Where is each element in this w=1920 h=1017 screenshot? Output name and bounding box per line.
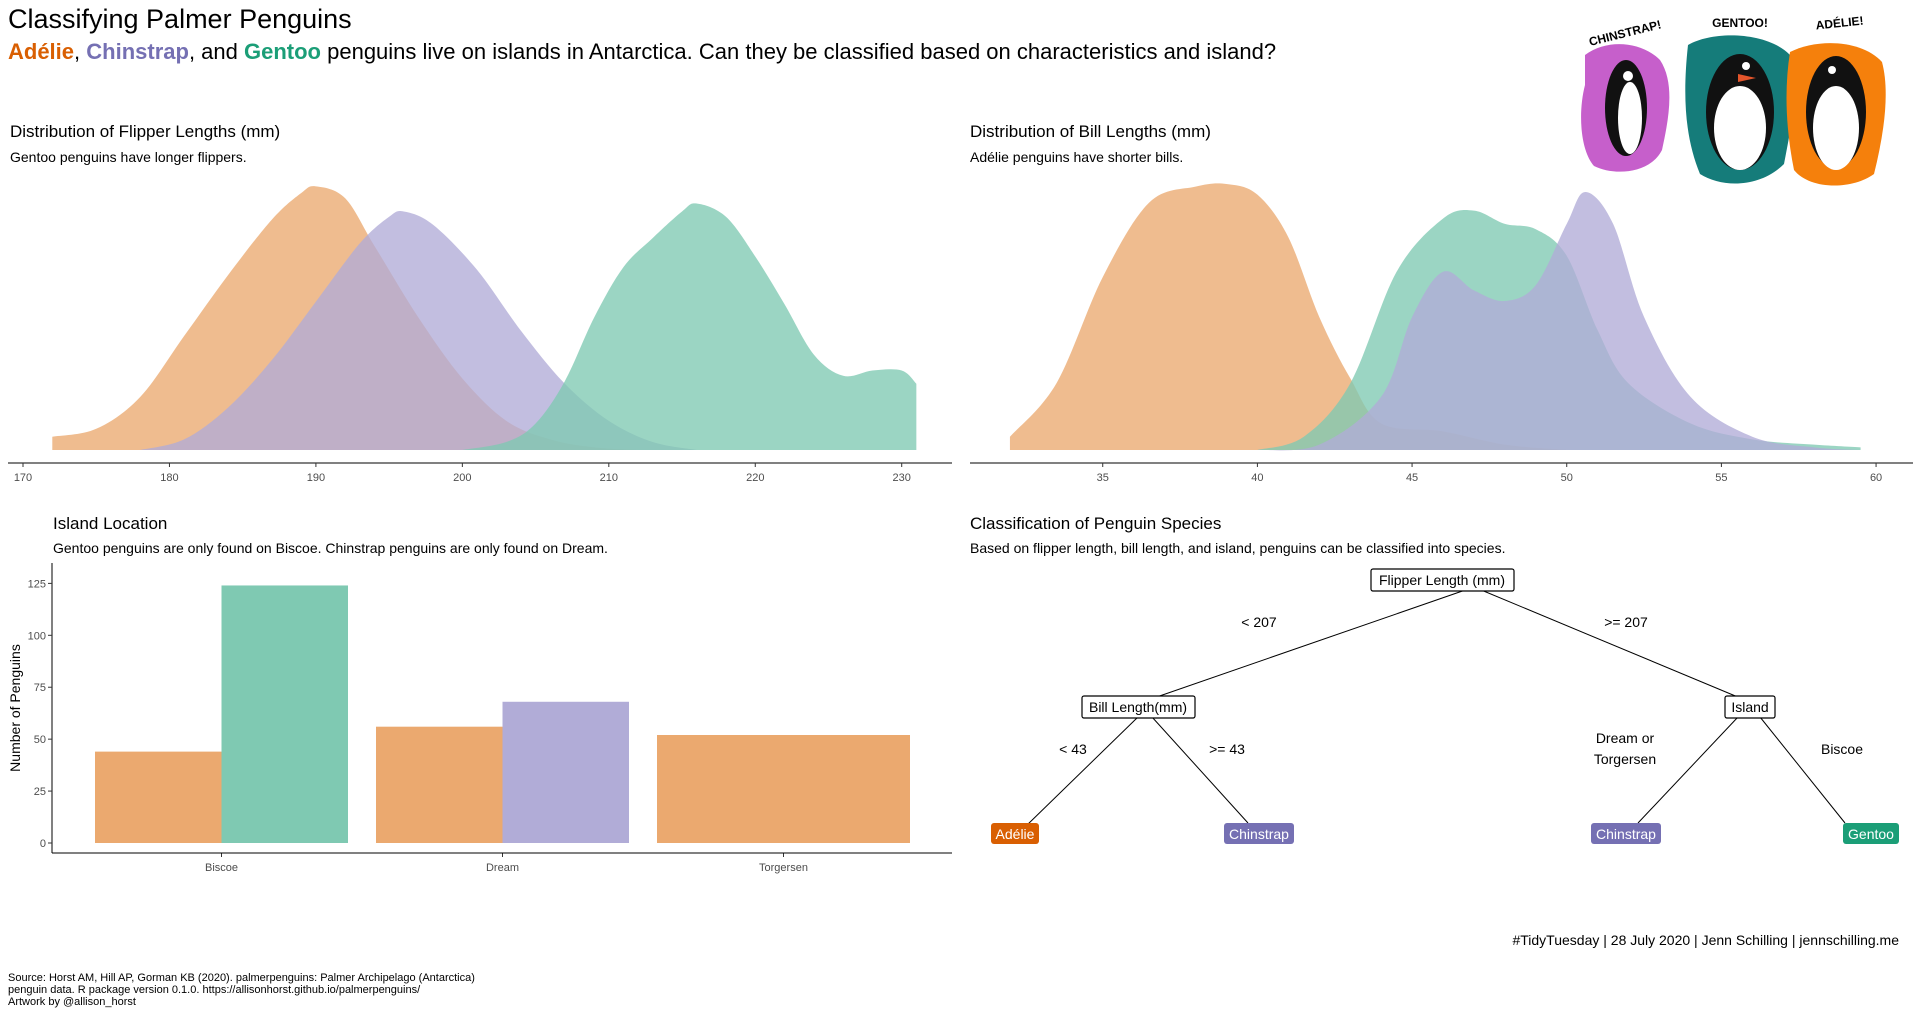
page-title: Classifying Palmer Penguins — [8, 4, 352, 34]
subtitle-adelie: Adélie — [8, 39, 75, 64]
tree-edge-bill-left — [1024, 716, 1139, 828]
chinstrap-illustration: CHINSTRAP! — [1581, 17, 1670, 172]
artwork-label-adelie: ADÉLIE! — [1815, 13, 1864, 33]
tree-root-label: Flipper Length (mm) — [1379, 572, 1505, 588]
bill-x-tick-label: 50 — [1561, 472, 1573, 484]
island-bar-chart: Biscoe Dream Torgersen 0 25 50 75 100 125 Number … — [7, 563, 952, 874]
flipper-density-chinstrap — [140, 211, 697, 450]
island-y-tick-label: 125 — [28, 578, 46, 590]
tree-leaf-adelie-box — [991, 823, 1039, 844]
bill-x-tick-label: 40 — [1251, 472, 1263, 484]
tree-edge-label-dream-or: Dream or — [1596, 730, 1655, 746]
source-line-1: Source: Horst AM, Hill AP, Gorman KB (20… — [8, 972, 475, 984]
tree-leaf-chinstrap-2: Chinstrap — [1596, 826, 1656, 842]
subtitle-gentoo: Gentoo — [244, 39, 321, 64]
tree-edge-label-ge43: >= 43 — [1209, 741, 1245, 757]
flipper-density-gentoo — [462, 203, 917, 450]
bill-density-chart: 35 40 45 50 55 60 — [970, 183, 1913, 484]
island-y-tick-label: 75 — [34, 682, 46, 694]
tree-island-label: Island — [1731, 699, 1768, 715]
bill-chart-title: Distribution of Bill Lengths (mm) — [970, 122, 1211, 141]
flipper-x-tick-label: 190 — [307, 472, 325, 484]
tree-edge-root-left — [1147, 586, 1475, 701]
tree-edge-label-biscoe: Biscoe — [1821, 741, 1863, 757]
tree-leaf-gentoo: Gentoo — [1848, 826, 1894, 842]
tree-leaf-chinstrap-1-box — [1224, 823, 1294, 844]
tree-edge-bill-right — [1151, 716, 1249, 824]
artwork-label-gentoo: GENTOO! — [1712, 16, 1768, 30]
tree-edge-label-lt43: < 43 — [1059, 741, 1087, 757]
credit-line: #TidyTuesday | 28 July 2020 | Jenn Schil… — [1512, 932, 1899, 948]
tree-leaf-adelie: Adélie — [996, 826, 1035, 842]
bill-x-tick-label: 55 — [1715, 472, 1727, 484]
island-x-tick-label: Dream — [486, 862, 519, 874]
tree-edge-label-lt207: < 207 — [1241, 614, 1277, 630]
island-y-axis-label: Number of Penguins — [7, 644, 23, 772]
flipper-chart-subtitle: Gentoo penguins have longer flippers. — [10, 149, 247, 165]
flipper-x-tick-label: 230 — [893, 472, 911, 484]
island-y-tick-label: 100 — [28, 630, 46, 642]
bill-x-tick-label: 45 — [1406, 472, 1418, 484]
island-bar-dream-adelie — [376, 726, 503, 843]
subtitle-sep-2: , and — [188, 39, 244, 64]
flipper-x-tick-label: 210 — [600, 472, 618, 484]
flipper-x-tick-label: 200 — [453, 472, 471, 484]
island-y-tick-label: 0 — [40, 838, 46, 850]
bill-chart-subtitle: Adélie penguins have shorter bills. — [970, 149, 1184, 165]
tree-edge-island-right — [1759, 716, 1846, 824]
tree-title: Classification of Penguin Species — [970, 514, 1222, 533]
flipper-x-tick-label: 220 — [746, 472, 764, 484]
flipper-x-tick-label: 170 — [14, 472, 32, 484]
tree-leaf-gentoo-box — [1843, 823, 1899, 844]
island-chart-title: Island Location — [53, 514, 168, 533]
island-x-tick-label: Biscoe — [205, 862, 238, 874]
penguin-artwork: CHINSTRAP! GENTOO! ADÉLIE! — [1581, 13, 1886, 186]
adelie-illustration: ADÉLIE! — [1786, 13, 1886, 186]
subtitle-rest: penguins live on islands in Antarctica. … — [321, 39, 1277, 64]
tree-island-box — [1724, 695, 1776, 719]
flipper-density-chart: 170 180 190 200 210 220 230 — [8, 186, 952, 484]
bill-x-tick-label: 35 — [1097, 472, 1109, 484]
classification-tree: Flipper Length (mm) Bill Length(mm) Isla… — [991, 568, 1899, 844]
source-line-2: penguin data. R package version 0.1.0. h… — [8, 984, 421, 996]
flipper-chart-title: Distribution of Flipper Lengths (mm) — [10, 122, 281, 141]
tree-bill-label: Bill Length(mm) — [1089, 699, 1187, 715]
artwork-label-chinstrap: CHINSTRAP! — [1587, 17, 1662, 48]
bill-density-adelie — [1009, 183, 1567, 451]
flipper-x-tick-label: 180 — [160, 472, 178, 484]
tree-bill-box — [1081, 695, 1196, 719]
tree-leaf-chinstrap-2-box — [1591, 823, 1661, 844]
island-bar-dream-chinstrap — [502, 701, 629, 843]
source-line-3: Artwork by @allison_horst — [8, 996, 136, 1008]
island-x-tick-label: Torgersen — [759, 862, 808, 874]
gentoo-illustration: GENTOO! — [1685, 16, 1795, 184]
island-bar-torgersen-adelie — [657, 735, 910, 843]
bill-density-chinstrap — [1257, 191, 1861, 451]
tree-root-box — [1370, 568, 1515, 592]
island-y-tick-label: 25 — [34, 786, 46, 798]
tree-leaf-chinstrap-1: Chinstrap — [1229, 826, 1289, 842]
island-bar-biscoe-adelie — [95, 751, 222, 843]
tree-edge-island-left — [1637, 716, 1739, 824]
bill-x-tick-label: 60 — [1870, 472, 1882, 484]
island-y-tick-label: 50 — [34, 734, 46, 746]
subtitle-chinstrap: Chinstrap — [86, 39, 189, 64]
tree-edge-root-right — [1473, 586, 1746, 701]
island-bar-biscoe-gentoo — [221, 585, 348, 843]
island-chart-subtitle: Gentoo penguins are only found on Biscoe… — [53, 540, 608, 556]
page-subtitle: Adélie, Chinstrap, and Gentoo penguins l… — [8, 39, 1276, 65]
tree-edge-label-torgersen: Torgersen — [1594, 751, 1656, 767]
tree-subtitle: Based on flipper length, bill length, an… — [970, 540, 1506, 556]
tree-edge-label-ge207: >= 207 — [1604, 614, 1648, 630]
subtitle-sep-1: , — [74, 39, 87, 64]
